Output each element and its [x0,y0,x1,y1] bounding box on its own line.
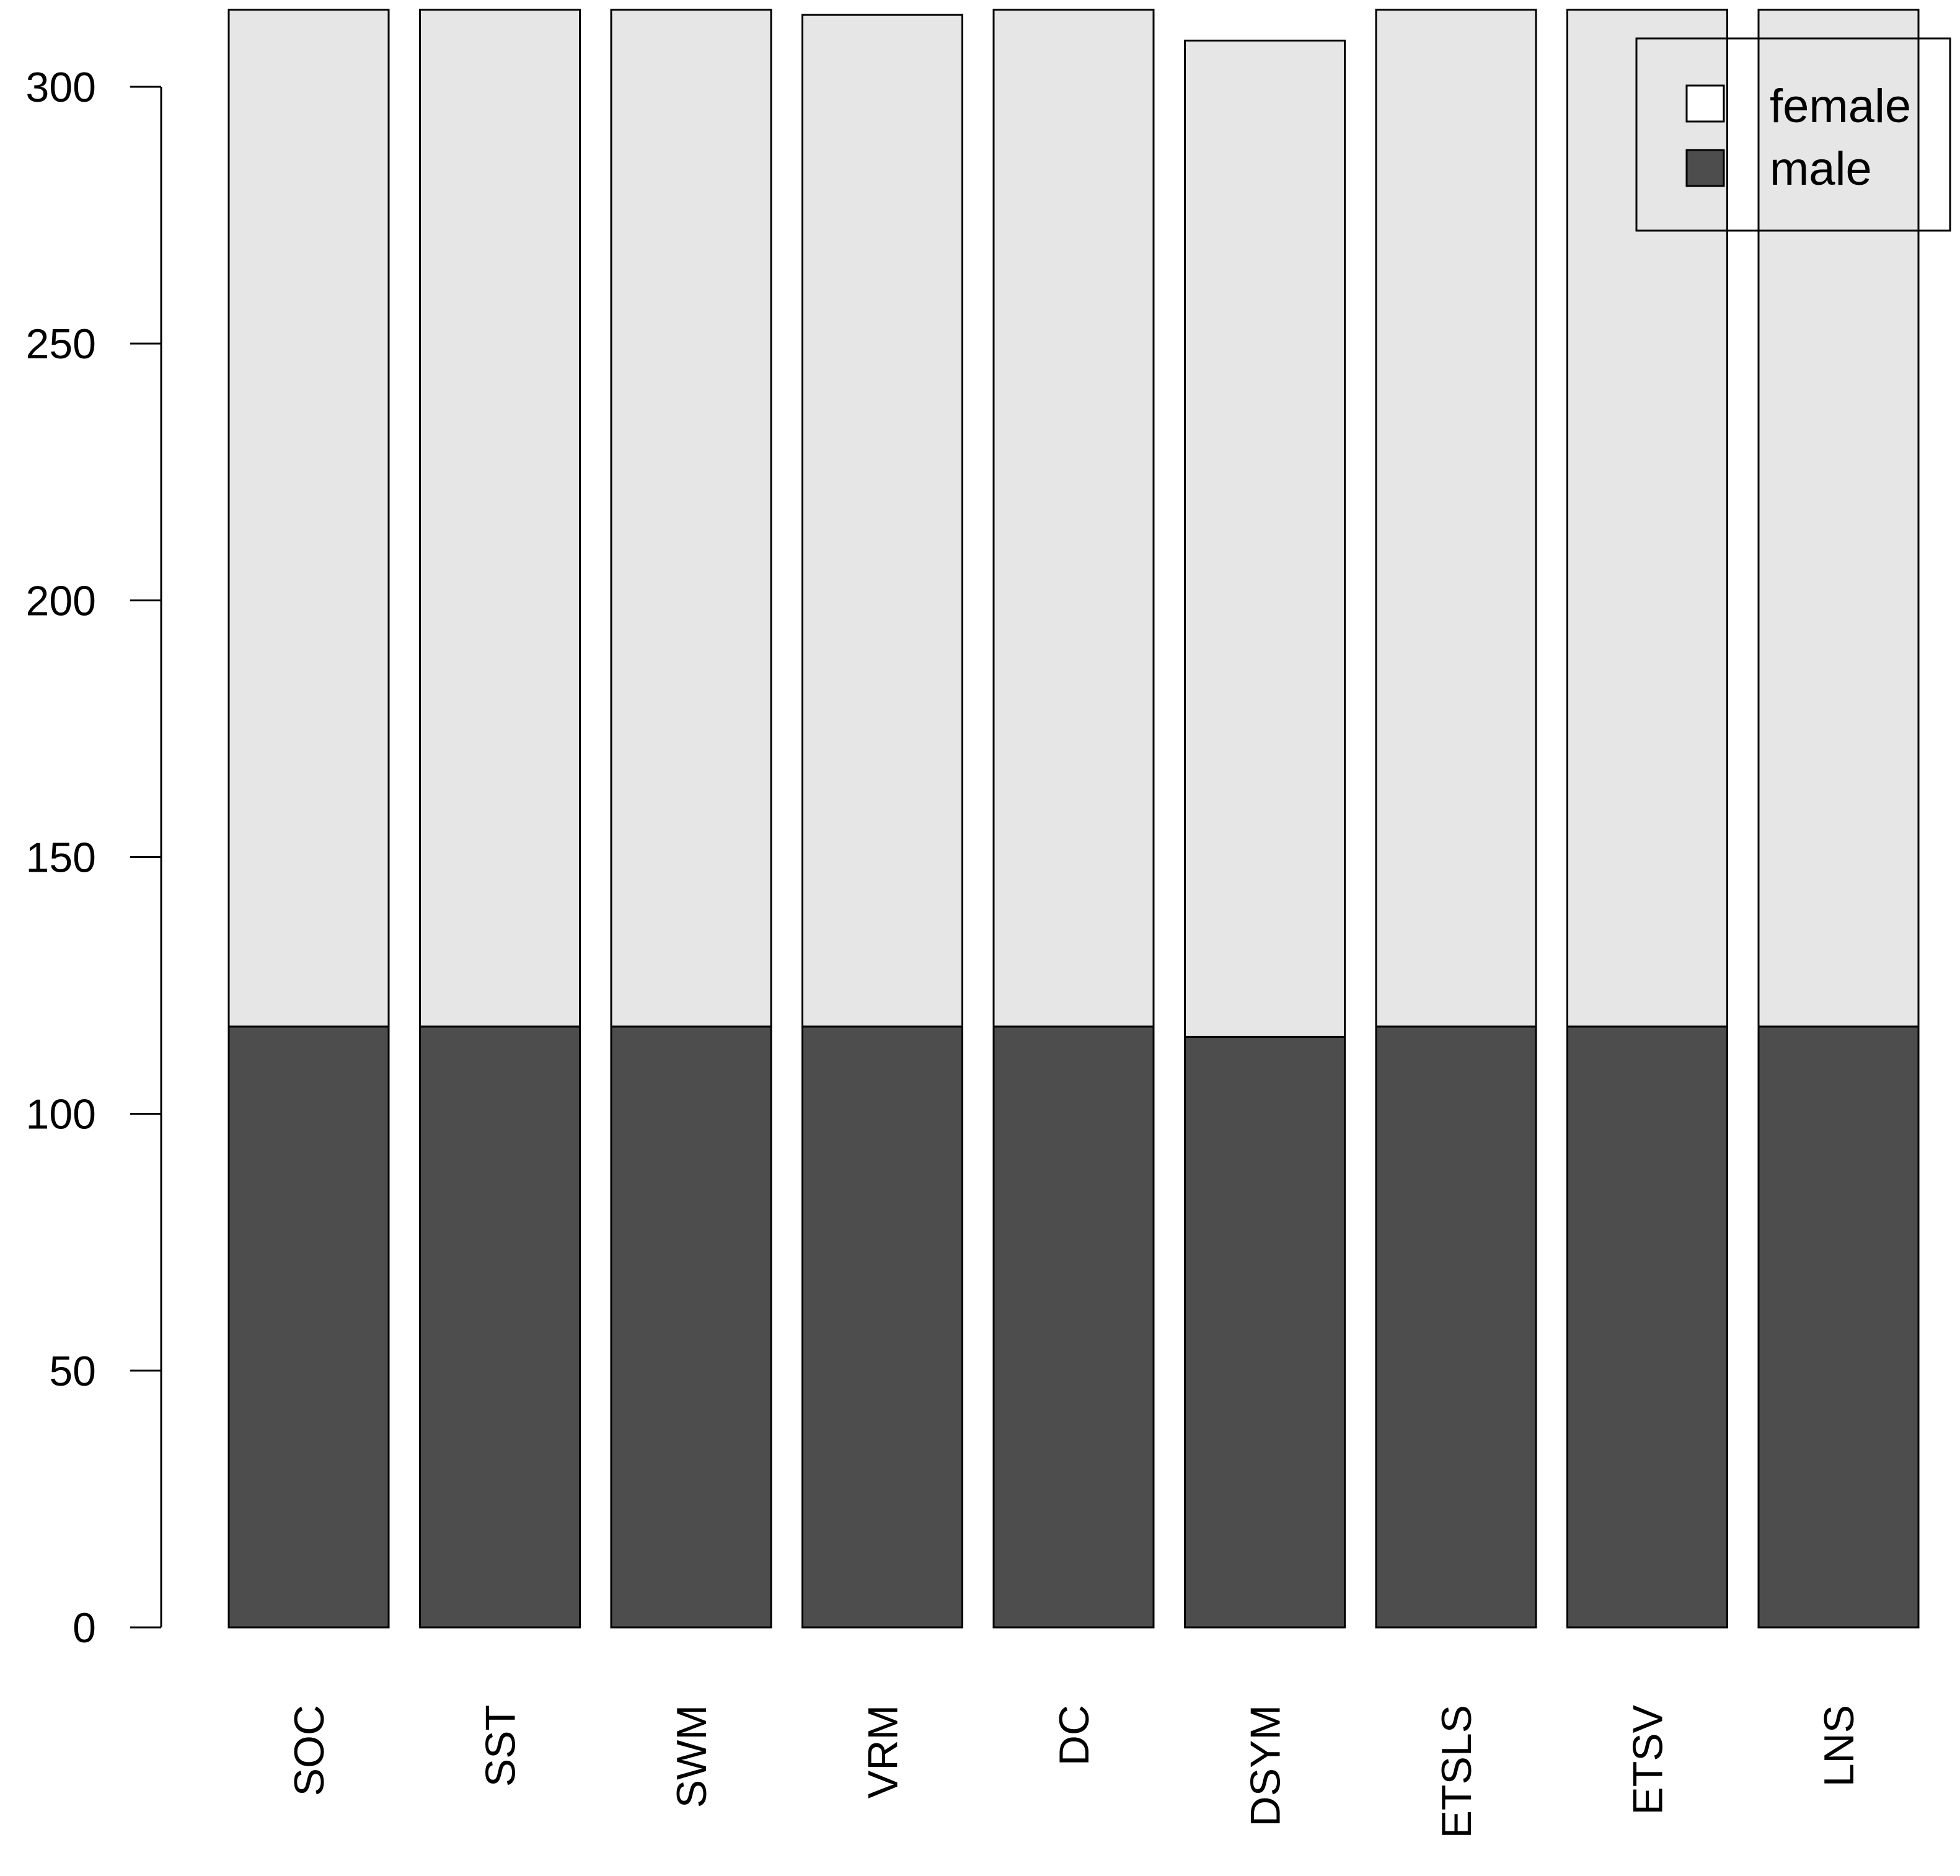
bar-female-soc [227,9,390,1028]
legend-label-male: male [1770,143,1872,195]
category-label: VRM [860,1705,907,1799]
y-tick-label: 300 [26,64,96,111]
category-label: DSYM [1242,1705,1289,1826]
legend-swatch-male [1685,149,1725,187]
bar-female-etsls [1375,9,1537,1028]
bar-female-lns [1757,9,1920,1028]
category-label: LNS [1816,1705,1863,1787]
bars [227,9,1920,1629]
category-label: ETSV [1625,1704,1672,1815]
bar-male-swm [610,1025,772,1629]
legend-label-female: female [1770,80,1911,133]
bar-male-dc [992,1025,1155,1629]
bar-female-vrm [801,14,963,1028]
category-labels: SOC SST SWM VRM DC DSYM ETSLS ETSV LNS [286,1704,1863,1838]
bar-female-swm [610,9,772,1028]
category-label: SWM [668,1705,715,1808]
bar-female-sst [419,9,581,1028]
y-tick-label: 200 [26,577,96,624]
y-tick-label: 50 [49,1348,96,1395]
category-label: SOC [286,1705,333,1796]
bar-male-lns [1757,1025,1920,1629]
category-label: DC [1051,1705,1098,1766]
bar-female-dsym [1184,39,1346,1038]
bar-female-dc [992,9,1155,1028]
bar-male-vrm [801,1025,963,1629]
legend-box [1635,37,1951,232]
bar-male-sst [419,1025,581,1629]
category-label: ETSLS [1433,1705,1480,1838]
bar-male-dsym [1184,1035,1346,1629]
y-axis: 0 50 100 150 200 250 300 [26,64,162,1652]
legend-swatch-female [1685,84,1725,123]
y-tick-label: 150 [26,834,96,882]
bar-male-soc [227,1025,390,1629]
y-tick-label: 0 [73,1604,96,1652]
y-tick-label: 100 [26,1091,96,1138]
bar-male-etsls [1375,1025,1537,1629]
legend: female male [1635,37,1951,232]
y-tick-label: 250 [26,321,96,368]
category-label: SST [477,1705,524,1787]
bar-male-etsv [1566,1025,1728,1629]
